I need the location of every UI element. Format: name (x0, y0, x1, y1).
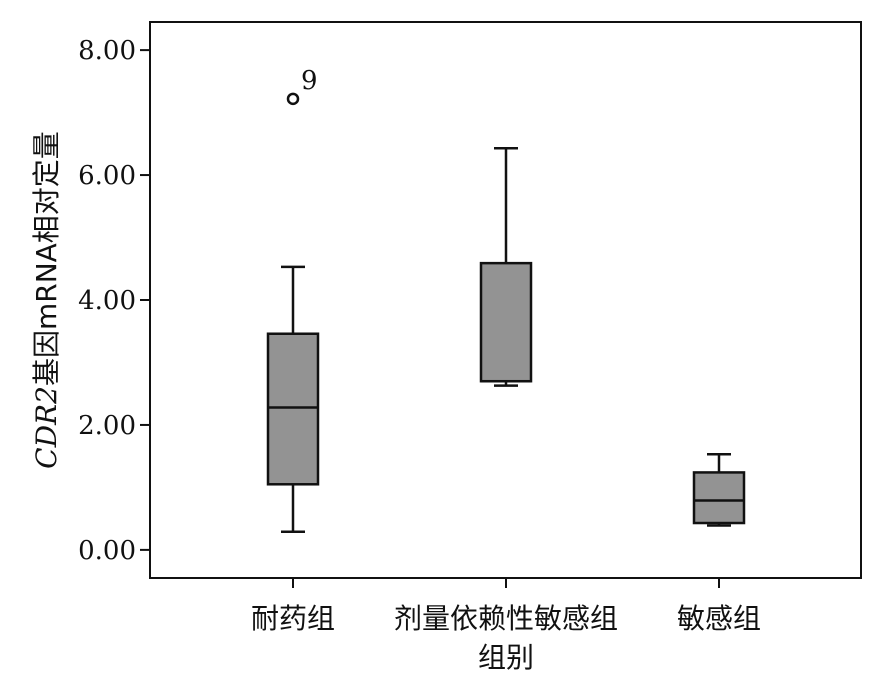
outlier-point (286, 92, 300, 106)
box-group: 9 (266, 66, 320, 534)
y-tick-label: 2.00 (78, 411, 136, 441)
outlier-label: 9 (301, 66, 318, 96)
box-group (692, 453, 746, 527)
y-tick-label: 8.00 (78, 36, 136, 66)
y-axis-title: CDR2基因mRNA相对定量 (30, 131, 63, 469)
y-axis: 0.00 2.00 4.00 6.00 8.00 (78, 36, 150, 566)
box-series: 9 (266, 66, 746, 534)
x-axis-title: 组别 (478, 641, 534, 674)
box-group (479, 146, 533, 387)
box-iqr (692, 471, 746, 525)
box-iqr (479, 261, 533, 383)
y-tick-label: 0.00 (78, 536, 136, 566)
y-tick-label: 6.00 (78, 161, 136, 191)
box-iqr (266, 332, 320, 486)
y-axis-title-gene: CDR2 (30, 386, 63, 469)
y-tick-label: 4.00 (78, 286, 136, 316)
x-tick-label: 敏感组 (677, 602, 761, 635)
x-axis: 耐药组 剂量依赖性敏感组 敏感组 (251, 578, 761, 635)
y-axis-title-rest: 基因mRNA相对定量 (30, 131, 63, 386)
x-tick-label: 剂量依赖性敏感组 (394, 602, 618, 635)
x-tick-label: 耐药组 (251, 602, 335, 635)
